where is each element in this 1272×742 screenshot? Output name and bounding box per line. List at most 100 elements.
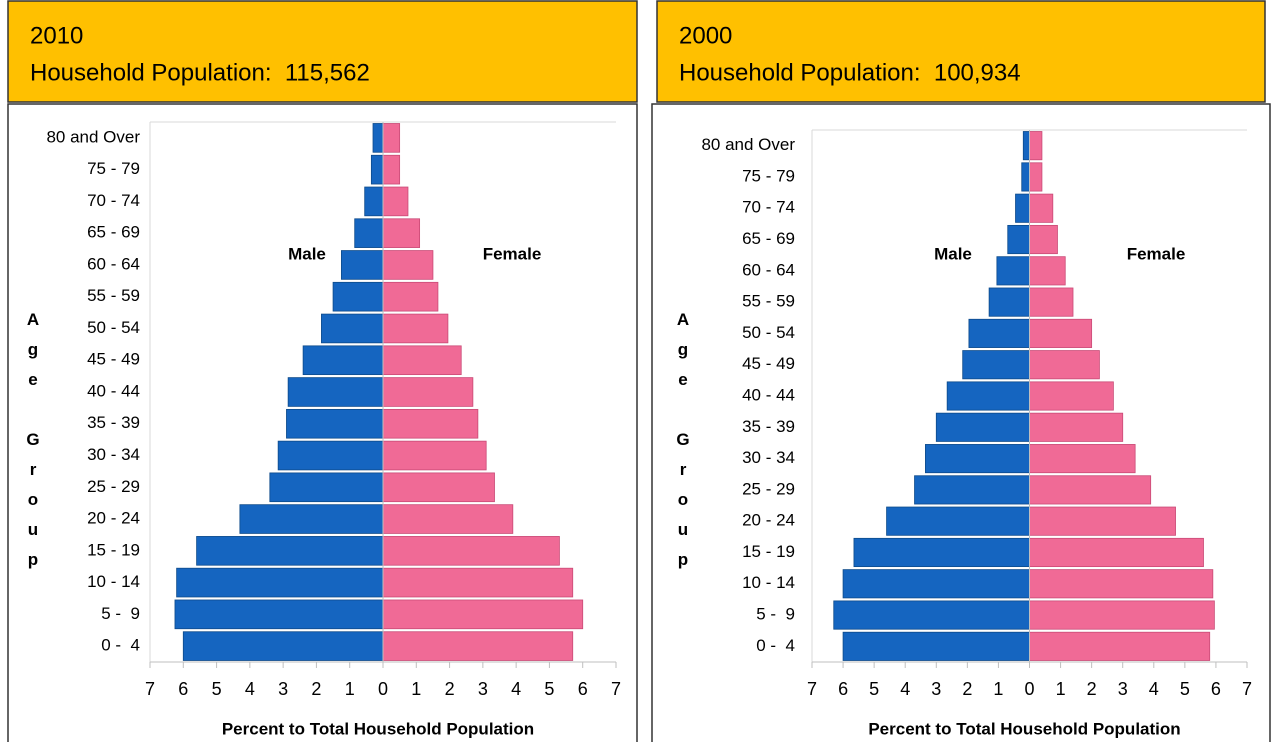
- bar: [176, 567, 384, 598]
- category-label: 45 - 49: [742, 354, 795, 373]
- category-label: 20 - 24: [87, 509, 140, 528]
- x-tick-label: 1: [411, 679, 421, 699]
- bar: [372, 123, 384, 153]
- bar: [886, 506, 1030, 536]
- bar: [382, 154, 401, 185]
- category-label: 0 - 4: [756, 636, 795, 655]
- category-label: 35 - 39: [87, 413, 140, 432]
- bar: [354, 218, 384, 248]
- x-tick-label: 3: [278, 679, 288, 699]
- x-tick-label: 5: [544, 679, 554, 699]
- bar: [286, 408, 384, 439]
- category-label: 70 - 74: [742, 198, 795, 217]
- x-tick-label: 0: [378, 679, 388, 699]
- bar: [1029, 412, 1124, 442]
- category-label: 30 - 34: [742, 448, 795, 467]
- bar: [1029, 318, 1093, 348]
- x-tick-label: 6: [578, 679, 588, 699]
- x-tick-label: 3: [931, 679, 941, 699]
- bar: [988, 287, 1030, 317]
- y-axis-label: Age Group: [674, 310, 693, 580]
- bar: [382, 408, 479, 439]
- bar: [914, 475, 1030, 505]
- bar: [287, 377, 384, 407]
- bar: [1029, 475, 1152, 505]
- header-box: [656, 0, 1266, 103]
- series-label: Female: [1127, 244, 1186, 263]
- y-axis-label: Age Group: [24, 310, 43, 580]
- x-axis-label: Percent to Total Household Population: [222, 719, 534, 738]
- category-label: 5 - 9: [756, 605, 795, 624]
- bar: [833, 600, 1030, 630]
- x-tick-label: 2: [962, 679, 972, 699]
- bar: [277, 440, 384, 471]
- x-tick-label: 6: [838, 679, 848, 699]
- bar: [321, 313, 384, 344]
- x-tick-label: 1: [993, 679, 1003, 699]
- bar: [925, 444, 1030, 474]
- bar: [1029, 631, 1211, 661]
- category-label: 65 - 69: [742, 229, 795, 248]
- bar: [382, 440, 487, 471]
- bar: [1029, 537, 1204, 568]
- bar: [996, 256, 1030, 286]
- header-box: [7, 0, 638, 103]
- category-label: 15 - 19: [87, 540, 140, 559]
- category-label: 45 - 49: [87, 350, 140, 369]
- x-tick-label: 6: [178, 679, 188, 699]
- bar: [1029, 600, 1215, 630]
- bar: [842, 631, 1030, 661]
- category-label: 60 - 64: [742, 260, 795, 279]
- bar: [935, 412, 1030, 442]
- bar: [239, 504, 384, 534]
- series-label: Male: [288, 244, 326, 263]
- category-label: 80 and Over: [701, 135, 795, 154]
- x-tick-label: 4: [1149, 679, 1159, 699]
- bar: [382, 250, 434, 280]
- bar: [1021, 162, 1030, 192]
- bar: [382, 345, 462, 376]
- x-tick-label: 4: [511, 679, 521, 699]
- x-tick-label: 5: [1180, 679, 1190, 699]
- bar: [1029, 506, 1176, 536]
- bar: [382, 472, 495, 503]
- x-tick-label: 2: [1087, 679, 1097, 699]
- category-label: 5 - 9: [101, 604, 140, 623]
- x-tick-label: 7: [145, 679, 155, 699]
- bar: [382, 313, 449, 344]
- bar: [382, 631, 574, 661]
- bar: [1007, 224, 1030, 255]
- bar: [182, 631, 384, 661]
- bar: [1029, 350, 1100, 380]
- bar: [1029, 131, 1043, 161]
- category-label: 70 - 74: [87, 191, 140, 210]
- x-tick-label: 3: [478, 679, 488, 699]
- bar: [1029, 193, 1054, 223]
- bar: [382, 218, 421, 248]
- category-label: 15 - 19: [742, 542, 795, 561]
- bar: [962, 350, 1030, 380]
- x-tick-label: 4: [900, 679, 910, 699]
- bar: [269, 472, 384, 503]
- bar: [382, 567, 574, 598]
- category-label: 55 - 59: [742, 292, 795, 311]
- category-label: 40 - 44: [742, 385, 795, 404]
- bar: [1029, 162, 1043, 192]
- x-tick-label: 5: [869, 679, 879, 699]
- bar: [1029, 287, 1074, 317]
- category-label: 50 - 54: [742, 323, 795, 342]
- bar: [1029, 256, 1066, 286]
- chart-title: 2000: [679, 22, 732, 49]
- x-tick-label: 3: [1118, 679, 1128, 699]
- category-label: 60 - 64: [87, 254, 140, 273]
- bar: [842, 569, 1030, 599]
- x-tick-label: 7: [1242, 679, 1252, 699]
- category-label: 25 - 29: [87, 477, 140, 496]
- bar: [382, 377, 474, 407]
- bar: [1029, 381, 1114, 411]
- bar: [340, 250, 384, 280]
- bar: [332, 281, 384, 312]
- bar: [1029, 569, 1214, 599]
- bar: [382, 599, 584, 630]
